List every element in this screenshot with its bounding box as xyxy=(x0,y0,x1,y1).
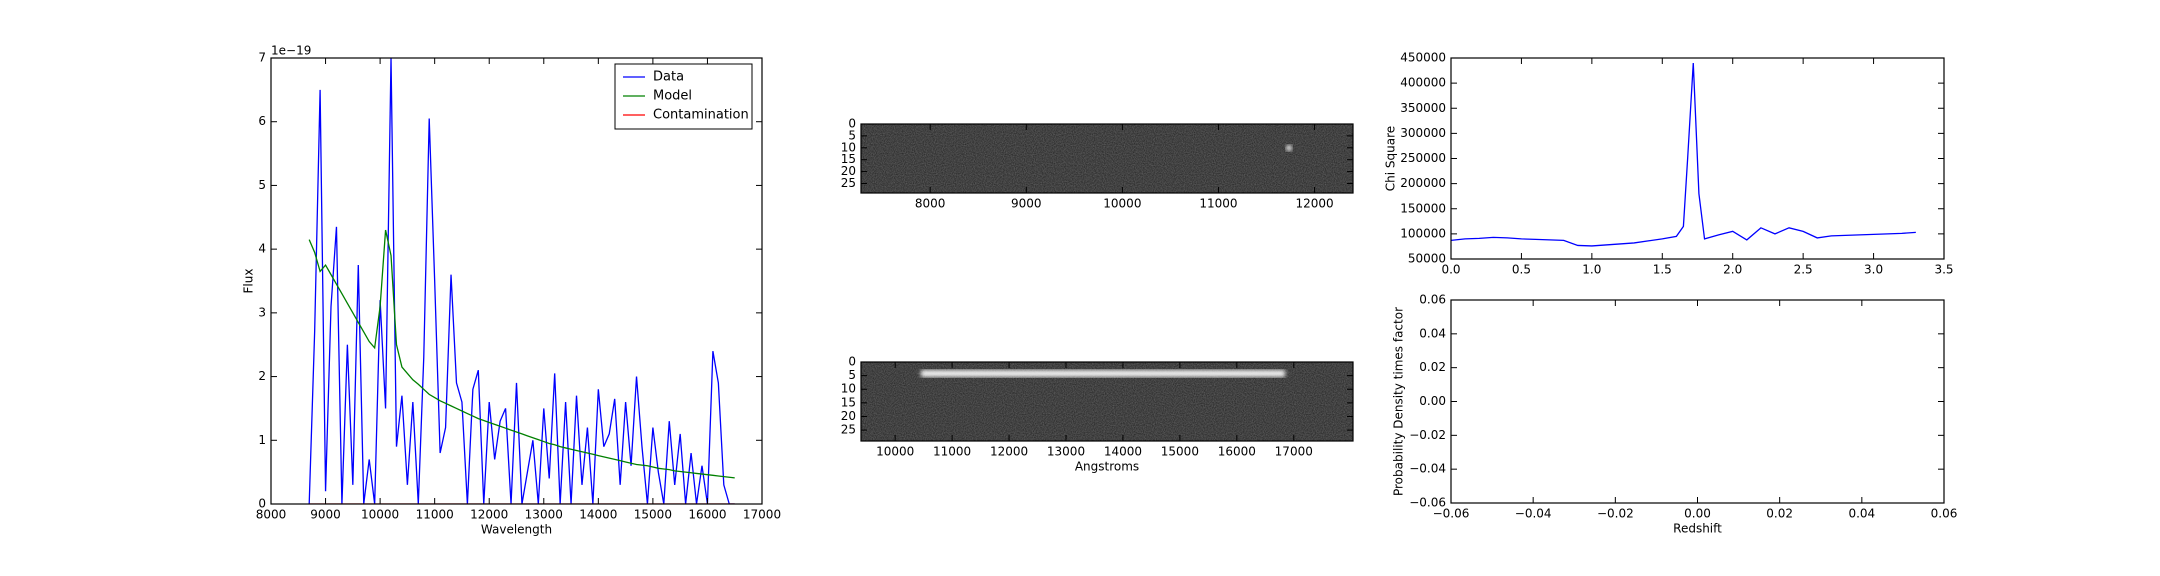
y-tick-label: 1 xyxy=(258,433,266,447)
x-tick-label: 11000 xyxy=(1199,197,1237,211)
x-tick-label: 2.5 xyxy=(1794,263,1813,277)
y-tick-label: −0.04 xyxy=(1409,462,1446,476)
y-tick-label: 20 xyxy=(841,164,856,178)
y-tick-label: −0.06 xyxy=(1409,496,1446,510)
y-axis-label: Probability Density times factor xyxy=(1392,307,1406,496)
plot-area xyxy=(861,124,1353,193)
y-tick-label: 15 xyxy=(841,152,856,166)
y-tick-label: 5 xyxy=(848,128,856,142)
x-axis-label: Angstroms xyxy=(1075,460,1139,474)
y-tick-label: 0 xyxy=(848,355,856,369)
x-tick-label: 0.02 xyxy=(1766,507,1793,521)
x-tick-label: −0.06 xyxy=(1433,507,1470,521)
y-tick-label: 200000 xyxy=(1400,176,1446,190)
y-tick-label: 150000 xyxy=(1400,201,1446,215)
y-tick-label: 5 xyxy=(258,178,266,192)
x-tick-label: 0.00 xyxy=(1684,507,1711,521)
x-tick-label: −0.02 xyxy=(1597,507,1634,521)
x-tick-label: 0.06 xyxy=(1931,507,1958,521)
x-tick-label: 0.04 xyxy=(1848,507,1875,521)
x-tick-label: 1.5 xyxy=(1653,263,1672,277)
x-tick-label: 8000 xyxy=(256,508,287,522)
x-tick-label: 12000 xyxy=(1295,197,1333,211)
image-noise xyxy=(861,124,1353,193)
axes-frame xyxy=(1450,299,1945,504)
bright-spot xyxy=(1286,145,1293,151)
spectrum-trace xyxy=(921,370,1286,377)
y-tick-label: 0.06 xyxy=(1419,293,1446,307)
y-tick-label: 450000 xyxy=(1400,51,1446,65)
x-tick-label: 2.0 xyxy=(1723,263,1742,277)
y-offset-label: 1e−19 xyxy=(271,44,311,58)
x-tick-label: 14000 xyxy=(1104,445,1142,459)
x-tick-label: 14000 xyxy=(579,508,617,522)
x-tick-label: 12000 xyxy=(470,508,508,522)
legend-label: Contamination xyxy=(653,108,749,123)
x-tick-label: 10000 xyxy=(1103,197,1141,211)
x-tick-label: 0.5 xyxy=(1512,263,1531,277)
x-axis-label: Redshift xyxy=(1673,522,1722,536)
x-tick-label: 13000 xyxy=(1047,445,1085,459)
y-tick-label: 25 xyxy=(841,176,856,190)
y-tick-label: 3 xyxy=(258,305,266,319)
y-tick-label: 4 xyxy=(258,242,266,256)
x-tick-label: 12000 xyxy=(990,445,1028,459)
y-tick-label: 2 xyxy=(258,369,266,383)
y-tick-label: 15 xyxy=(841,395,856,409)
x-tick-label: 0.0 xyxy=(1441,263,1460,277)
x-tick-label: 10000 xyxy=(361,508,399,522)
y-tick-label: 5 xyxy=(848,368,856,382)
x-tick-label: 3.0 xyxy=(1864,263,1883,277)
y-tick-label: 350000 xyxy=(1400,101,1446,115)
x-tick-label: 13000 xyxy=(525,508,563,522)
y-tick-label: 100000 xyxy=(1400,226,1446,240)
legend-label: Model xyxy=(653,89,692,104)
y-tick-label: 7 xyxy=(258,51,266,65)
x-tick-label: 17000 xyxy=(1275,445,1313,459)
plot-area xyxy=(308,58,735,504)
series-line xyxy=(1451,62,1916,247)
y-tick-label: 0.00 xyxy=(1419,394,1446,408)
x-tick-label: −0.04 xyxy=(1515,507,1552,521)
y-tick-label: 0.02 xyxy=(1419,360,1446,374)
y-tick-label: 0.04 xyxy=(1419,326,1446,340)
x-tick-label: 15000 xyxy=(634,508,672,522)
x-tick-label: 17000 xyxy=(743,508,781,522)
x-tick-label: 9000 xyxy=(1011,197,1042,211)
y-tick-label: 400000 xyxy=(1400,76,1446,90)
axes-frame xyxy=(270,57,763,505)
x-tick-label: 9000 xyxy=(310,508,341,522)
axes-frame xyxy=(860,361,1354,442)
y-tick-label: 0 xyxy=(848,117,856,131)
plot-area xyxy=(861,362,1353,441)
x-tick-label: 16000 xyxy=(688,508,726,522)
y-axis-label: Flux xyxy=(242,269,256,294)
y-tick-label: 0 xyxy=(258,497,266,511)
x-tick-label: 10000 xyxy=(876,445,914,459)
y-tick-label: 10 xyxy=(841,140,856,154)
y-tick-label: 10 xyxy=(841,382,856,396)
y-tick-label: 20 xyxy=(841,409,856,423)
x-tick-label: 15000 xyxy=(1161,445,1199,459)
y-tick-label: −0.02 xyxy=(1409,428,1446,442)
x-tick-label: 1.0 xyxy=(1582,263,1601,277)
y-tick-label: 250000 xyxy=(1400,151,1446,165)
x-tick-label: 11000 xyxy=(416,508,454,522)
axes-frame xyxy=(860,123,1354,194)
plot-area xyxy=(1451,62,1916,247)
x-tick-label: 11000 xyxy=(933,445,971,459)
x-axis-label: Wavelength xyxy=(481,523,552,537)
x-tick-label: 16000 xyxy=(1218,445,1256,459)
x-tick-label: 3.5 xyxy=(1934,263,1953,277)
y-tick-label: 25 xyxy=(841,423,856,437)
y-tick-label: 300000 xyxy=(1400,126,1446,140)
legend-label: Data xyxy=(653,70,684,85)
x-tick-label: 8000 xyxy=(915,197,946,211)
y-tick-label: 6 xyxy=(258,114,266,128)
y-tick-label: 50000 xyxy=(1408,252,1446,266)
y-axis-label: Chi Square xyxy=(1384,126,1398,191)
series-line xyxy=(308,229,735,479)
